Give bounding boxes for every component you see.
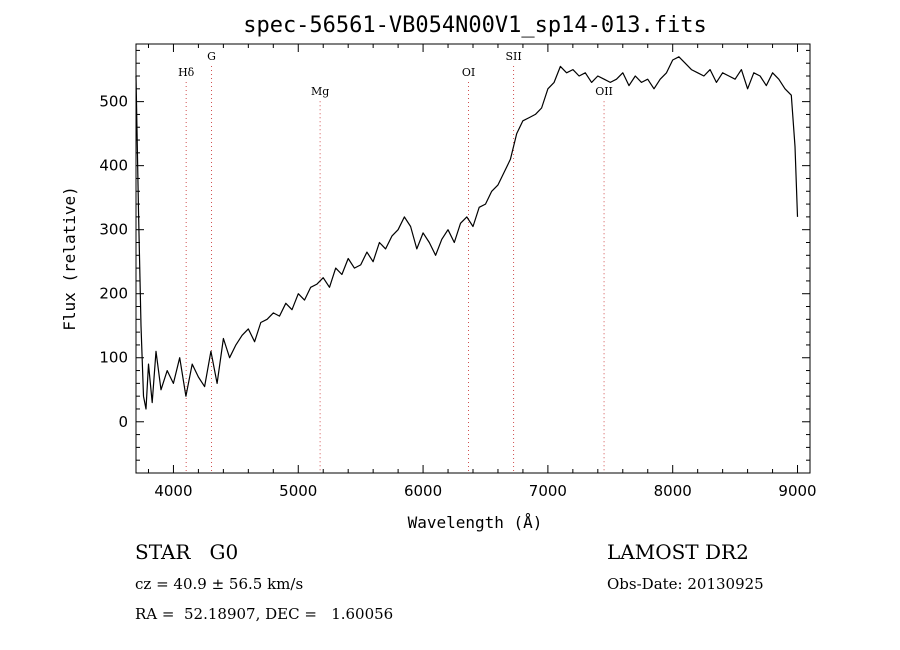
survey-label: LAMOST DR2 [607, 540, 749, 564]
spectral-line-label: G [207, 50, 216, 63]
y-axis-label: Flux (relative) [60, 186, 79, 331]
redshift-readout: cz = 40.9 ± 56.5 km/s [135, 575, 304, 593]
object-subclass: G0 [209, 540, 239, 564]
spectral-line-label: OII [595, 85, 613, 98]
x-axis-label: Wavelength (Å) [408, 513, 543, 532]
x-tick-label: 5000 [279, 482, 317, 500]
y-tick-label: 200 [99, 285, 128, 303]
y-tick-label: 0 [118, 413, 128, 431]
spectral-line-label: Mg [311, 85, 329, 98]
x-tick-label: 6000 [404, 482, 442, 500]
spectrum-series [135, 56, 799, 410]
object-class: STAR [135, 540, 191, 564]
x-tick-label: 8000 [654, 482, 692, 500]
plot-frame [135, 43, 811, 474]
x-tick-label: 9000 [778, 482, 816, 500]
x-tick-label: 7000 [529, 482, 567, 500]
y-tick-label: 300 [99, 221, 128, 239]
spectral-line-label: Hδ [178, 66, 195, 79]
x-tick-label: 4000 [154, 482, 192, 500]
chart-title: spec-56561-VB054N00V1_sp14-013.fits [243, 13, 707, 38]
spectral-line-label: OI [462, 66, 475, 79]
coordinates: RA = 52.18907, DEC = 1.60056 [135, 605, 394, 623]
spectral-line-label: SII [505, 50, 521, 63]
y-tick-label: 500 [99, 93, 128, 111]
obs-date: Obs-Date: 20130925 [607, 575, 764, 593]
classification: STAR G0 [135, 540, 238, 564]
y-tick-label: 100 [99, 349, 128, 367]
y-tick-label: 400 [99, 157, 128, 175]
